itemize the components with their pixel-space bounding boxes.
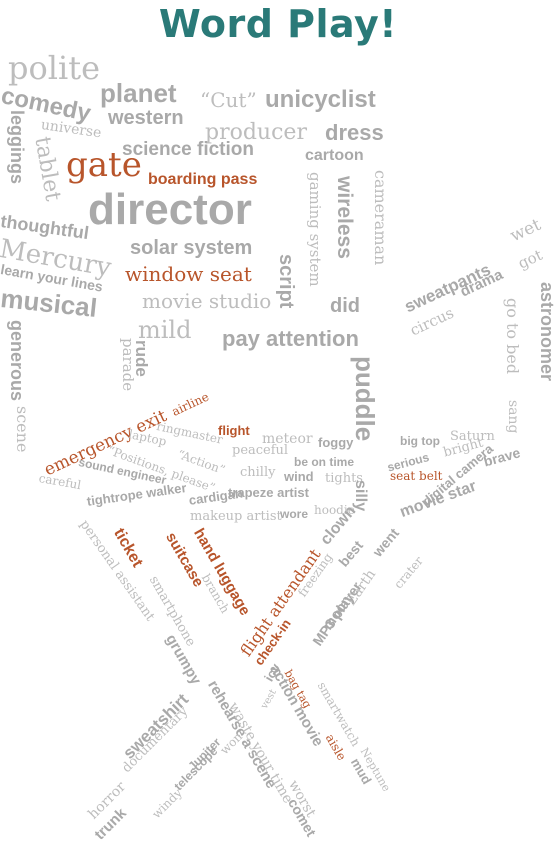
word-foggy: foggy [318,435,354,450]
word-tablet: tablet [29,134,66,203]
word-western: western [108,107,184,129]
word-go-to-bed: go to bed [503,298,522,375]
word-dress: dress [325,120,384,145]
word-vest: vest [259,687,280,711]
word-script: script [275,254,297,309]
word-hoodie: hoodie [314,503,355,517]
word-wet: wet [507,214,545,247]
word-wore: wore [280,507,309,521]
word-director: director [88,185,252,234]
word-best: best [335,537,367,570]
word-science-fiction: science fiction [122,139,254,160]
word-meteor: meteor [262,431,313,447]
word-puddle: puddle [350,356,380,442]
word-wind: wind [284,469,314,484]
word-careful: careful [37,471,83,493]
word-mp3-player: MP3 player [309,578,365,649]
word-producer: producer [205,120,307,145]
word-went: went [369,524,402,560]
word-saturn: Saturn [450,429,495,444]
word-flight: flight [218,423,250,438]
word-wireless: wireless [333,176,356,259]
word-pay-attention: pay attention [222,326,359,351]
word-scene: scene [13,406,32,453]
word-polite: polite [8,49,101,87]
word-trapeze-artist: trapeze artist [228,485,309,500]
word-makeup-artist: makeup artist [190,509,282,524]
word-gate: gate [66,145,142,185]
word-tights: tights [325,471,363,486]
word-big-top: big top [400,434,440,448]
word-did: did [330,295,360,317]
word-unicyclist: unicyclist [265,86,376,113]
word-rude: rude [132,340,151,377]
word-seat-belt: seat belt [390,469,443,483]
word-astronomer: astronomer [537,282,556,382]
word-tightrope-walker: tightrope walker [85,480,188,509]
word-generous: generous [7,320,27,402]
word-got: got [515,245,546,273]
word-boarding-pass: boarding pass [148,171,258,188]
word-sweatshirt: sweatshirt [119,689,193,763]
word-cartoon: cartoon [305,147,364,164]
word-cameraman: cameraman [371,170,390,266]
word-chilly: chilly [240,465,276,480]
word-window-seat: window seat [125,262,252,286]
word-be-on-time: be on time [294,455,355,469]
word-mild: mild [138,316,192,344]
word-sang: sang [505,400,521,434]
word-movie-studio: movie studio [142,289,272,313]
word-airline: airline [169,389,212,419]
word-crater: crater [391,553,426,592]
word-planet: planet [100,78,177,108]
page-title: Word Play! [158,2,398,46]
word-leggings: leggings [7,110,27,185]
word-waste-your-time: waste your time [225,699,296,807]
word-peaceful: peaceful [232,443,289,458]
word-cut: “Cut” [200,88,257,112]
word-gaming-system: gaming system [306,172,324,287]
word-solar-system: solar system [130,237,253,259]
